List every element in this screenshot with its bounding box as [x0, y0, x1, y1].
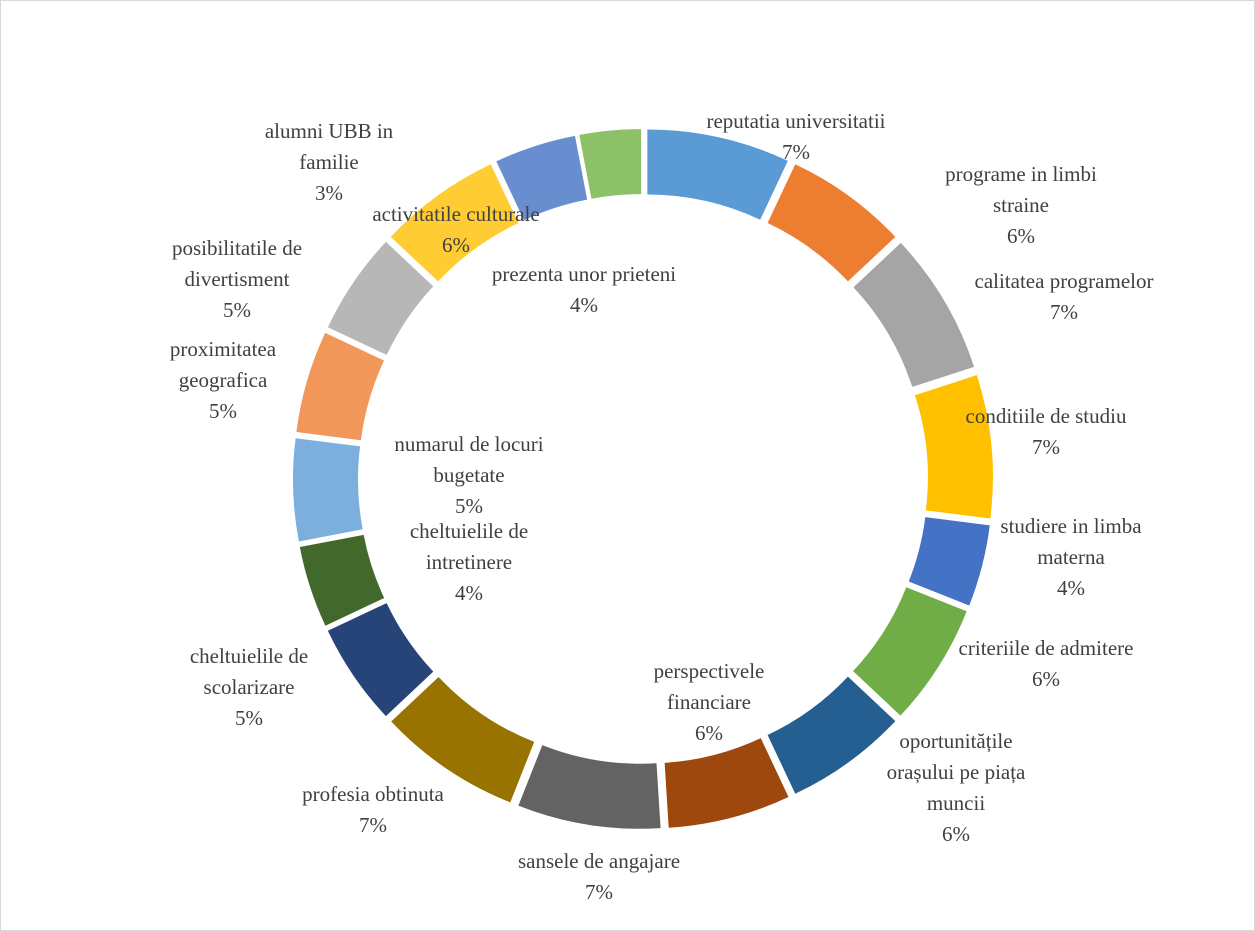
category-label: proximitatea geografica [169, 337, 277, 392]
category-label: conditiile de studiu [965, 404, 1127, 428]
value-label: 6% [1032, 667, 1060, 691]
value-label: 4% [455, 581, 483, 605]
value-label: 4% [570, 293, 598, 317]
category-label: calitatea programelor [974, 269, 1154, 293]
doughnut-segment [914, 375, 993, 519]
data-label: studiere in limba materna 4% [971, 511, 1171, 604]
category-label: posibilitatile de divertisment [171, 236, 303, 291]
value-label: 6% [695, 721, 723, 745]
doughnut-segment [664, 738, 789, 828]
doughnut-segment [647, 129, 788, 220]
value-label: 7% [1050, 300, 1078, 324]
data-label: prezenta unor prieteni 4% [454, 259, 714, 321]
doughnut-segment [390, 164, 519, 282]
doughnut-segment [853, 587, 967, 716]
value-label: 7% [585, 880, 613, 904]
data-label: numarul de locuri bugetate 5% [369, 429, 569, 522]
value-label: 7% [782, 140, 810, 164]
category-label: prezenta unor prieteni [491, 262, 677, 286]
value-label: 6% [1007, 224, 1035, 248]
data-label: activitatile culturale 6% [326, 199, 586, 261]
category-label: activitatile culturale [372, 202, 540, 226]
category-label: perspectivele financiare [653, 659, 765, 714]
category-label: criteriile de admitere [958, 636, 1134, 660]
data-label: cheltuielile de intretinere 4% [384, 516, 554, 609]
category-label: reputatia universitatii [706, 109, 886, 133]
value-label: 5% [209, 399, 237, 423]
doughnut-segment [767, 164, 896, 282]
data-label: reputatia universitatii 7% [666, 106, 926, 168]
category-label: studiere in limba materna [1000, 514, 1142, 569]
data-label: cheltuielile de scolarizare 5% [164, 641, 334, 734]
data-label: calitatea programelor 7% [934, 266, 1194, 328]
doughnut-segment [496, 135, 588, 221]
category-label: alumni UBB in familie [264, 119, 394, 174]
data-label: sansele de angajare 7% [469, 846, 729, 908]
value-label: 6% [942, 822, 970, 846]
category-label: profesia obtinuta [302, 782, 444, 806]
data-label: oportunitățile orașului pe piața muncii 6… [866, 726, 1046, 850]
doughnut-segment [299, 534, 385, 626]
value-label: 5% [455, 494, 483, 518]
category-label: numarul de locuri bugetate [394, 432, 544, 487]
doughnut-segment [767, 676, 896, 794]
doughnut-segment [327, 603, 434, 717]
value-label: 5% [223, 298, 251, 322]
category-label: cheltuielile de intretinere [409, 519, 529, 574]
data-label: perspectivele financiare 6% [624, 656, 794, 749]
value-label: 5% [235, 706, 263, 730]
value-label: 7% [359, 813, 387, 837]
doughnut-segment [853, 242, 975, 387]
data-label: posibilitatile de divertisment 5% [147, 233, 327, 326]
doughnut-segment [391, 676, 535, 803]
doughnut-segment [293, 438, 363, 542]
doughnut-segment [579, 129, 642, 199]
value-label: 3% [315, 181, 343, 205]
data-label: conditiile de studiu 7% [936, 401, 1156, 463]
category-label: programe in limbi straine [945, 162, 1097, 217]
data-label: programe in limbi straine 6% [926, 159, 1116, 252]
doughnut-segment [908, 517, 990, 606]
category-label: sansele de angajare [517, 849, 681, 873]
value-label: 4% [1057, 576, 1085, 600]
value-label: 7% [1032, 435, 1060, 459]
value-label: 6% [442, 233, 470, 257]
doughnut-segment [296, 332, 385, 441]
data-label: criteriile de admitere 6% [926, 633, 1166, 695]
data-label: profesia obtinuta 7% [273, 779, 473, 841]
doughnut-segment [518, 745, 661, 829]
data-label: alumni UBB in familie 3% [254, 116, 404, 209]
doughnut-segment [327, 241, 434, 355]
data-label: proximitatea geografica 5% [148, 334, 298, 427]
category-label: oportunitățile orașului pe piața muncii [886, 729, 1026, 815]
category-label: cheltuielile de scolarizare [189, 644, 309, 699]
